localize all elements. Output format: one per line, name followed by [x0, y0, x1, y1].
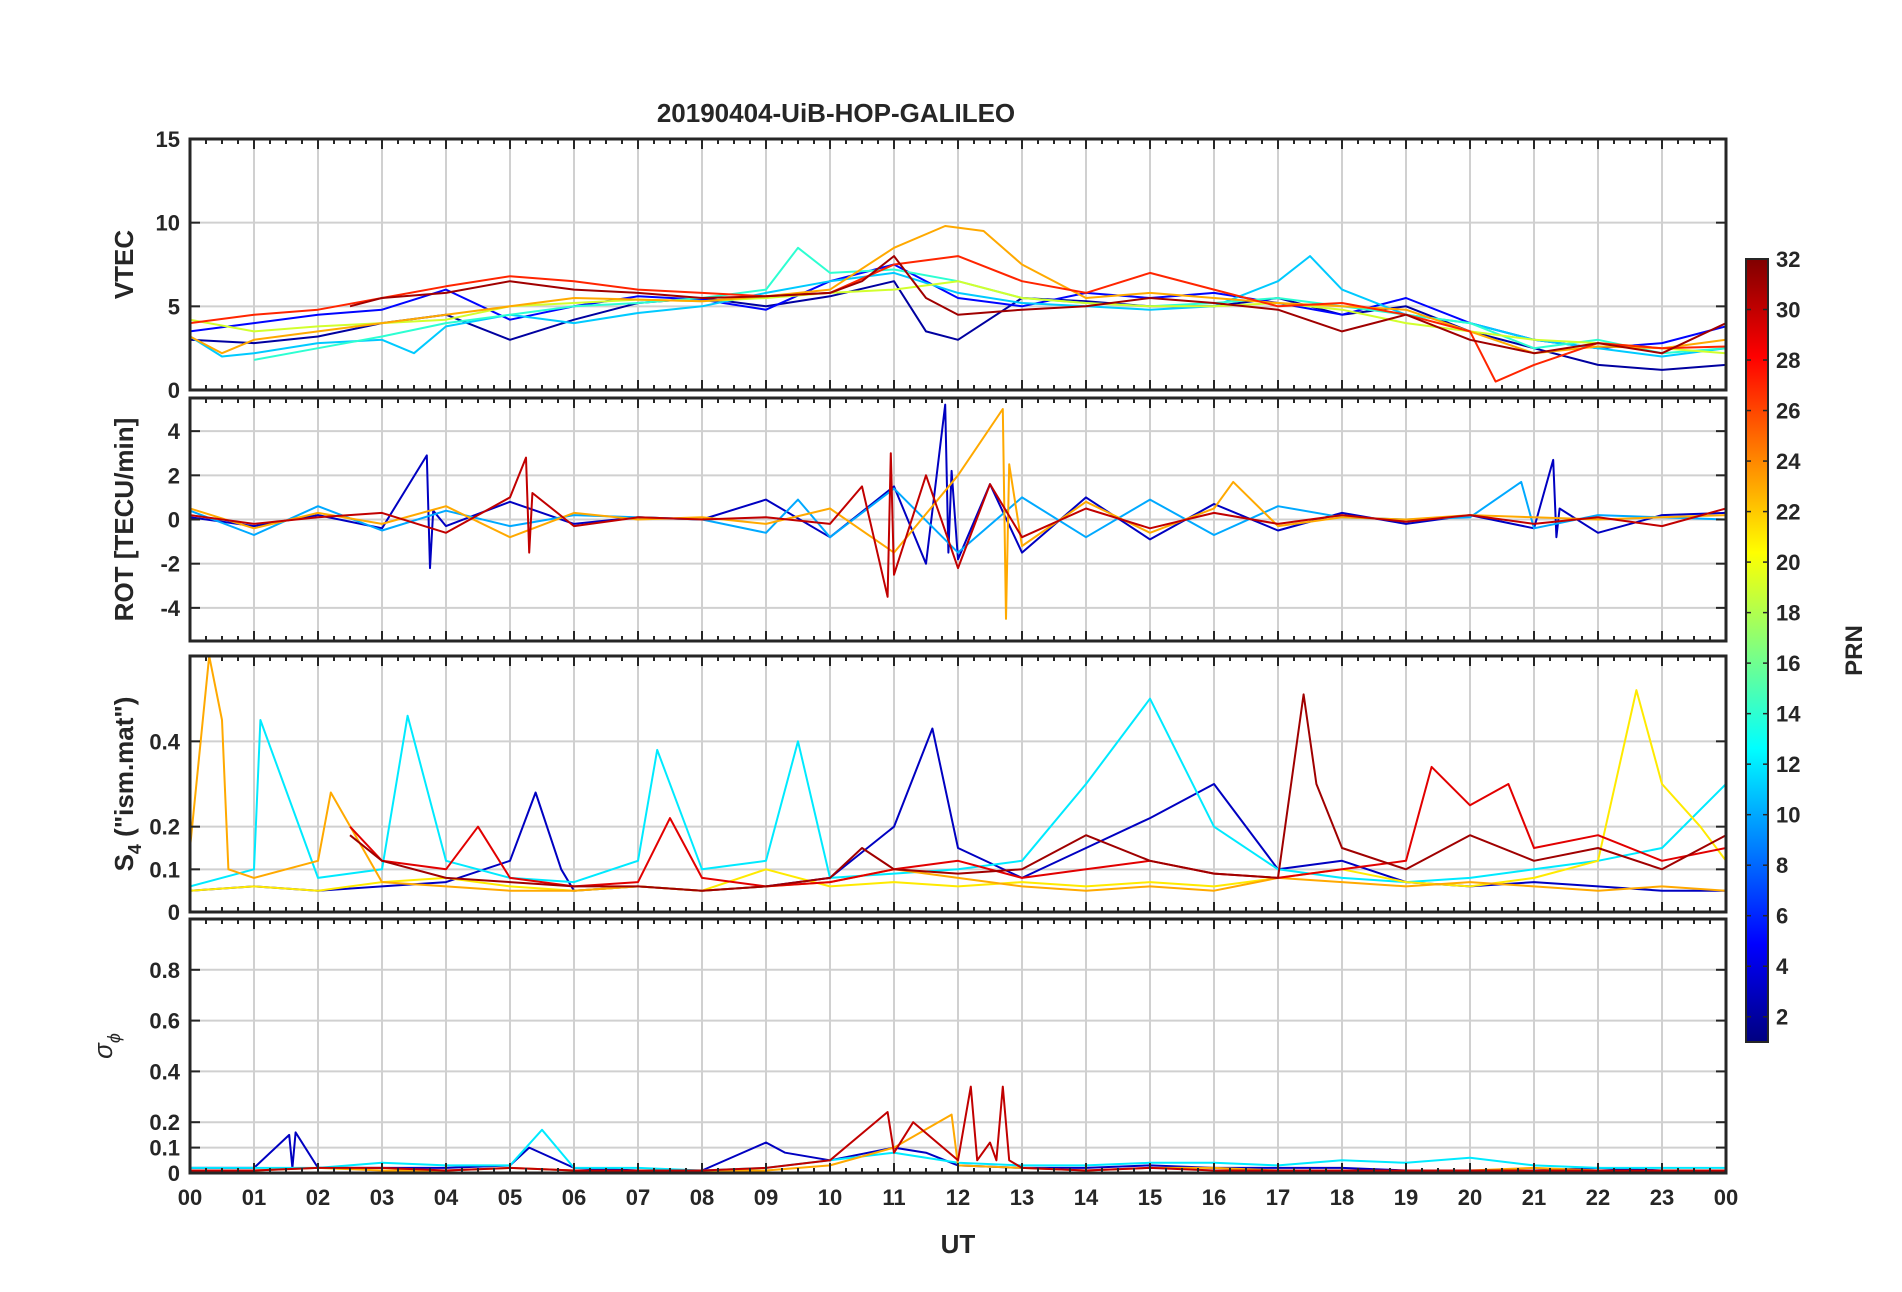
colorbar-tick-label: 16: [1776, 651, 1800, 676]
x-tick-label: 22: [1586, 1185, 1610, 1210]
y-tick-label: 15: [156, 127, 180, 152]
y-tick-label: 0.2: [149, 815, 180, 840]
series-line-prn-29: [349, 765, 1726, 888]
series-line-prn-30: [190, 452, 1726, 598]
y-axis-label: ROT [TECU/min]: [109, 418, 139, 622]
x-axis-label: UT: [941, 1229, 976, 1259]
axes-frame: [188, 396, 1728, 643]
y-axis-label: S4 ("ism.mat"): [109, 697, 145, 872]
x-tick-label: 14: [1074, 1185, 1099, 1210]
axes-frame: [188, 917, 1728, 1175]
axes-frame: [188, 654, 1728, 914]
y-tick-label: 0.6: [149, 1009, 180, 1034]
x-tick-label: 19: [1394, 1185, 1418, 1210]
x-tick-label: 04: [434, 1185, 459, 1210]
y-tick-label: 0.2: [149, 1110, 180, 1135]
x-tick-label: 12: [946, 1185, 970, 1210]
chart-title: 20190404-UiB-HOP-GALILEO: [657, 98, 1015, 128]
y-tick-label: 0.4: [149, 1059, 180, 1084]
panel-2: -4 -2 0 2 4 ROT [TECU/min]: [109, 396, 1728, 643]
series-line-prn-23: [190, 408, 1726, 620]
series-group: [190, 225, 1726, 383]
colorbar-tick-label: 12: [1776, 752, 1800, 777]
axes-frame: [188, 137, 1728, 392]
y-tick-label: 0.1: [149, 1136, 180, 1161]
panel-4: 00.10.2 0.4 0.6 0.8 σϕ 00 01 02 03 04 05 06 07 08 09 10…: [88, 917, 1738, 1210]
colorbar-tick-label: 30: [1776, 298, 1800, 323]
y-tick-label: 2: [168, 463, 180, 488]
x-tick-label: 05: [498, 1185, 522, 1210]
colorbar-label: PRN: [1841, 625, 1868, 676]
colorbar-frame: [1745, 258, 1769, 1043]
x-tick-label: 23: [1650, 1185, 1674, 1210]
panel-1: 0 5 10 15 VTEC: [109, 127, 1728, 403]
series-line-prn-27: [190, 255, 1726, 383]
colorbar-tick-label: 10: [1776, 803, 1800, 828]
colorbar-tick-label: 6: [1776, 904, 1788, 929]
y-tick-label: 5: [168, 294, 180, 319]
x-tick-label: 07: [626, 1185, 650, 1210]
x-tick-label: 18: [1330, 1185, 1354, 1210]
series-group: [190, 403, 1726, 620]
x-tick-label: 06: [562, 1185, 586, 1210]
colorbar-tick-label: 8: [1776, 853, 1788, 878]
colorbar-tick-label: 14: [1776, 702, 1801, 727]
x-tick-label: 10: [818, 1185, 842, 1210]
x-tick-label: 15: [1138, 1185, 1162, 1210]
y-tick-label: 4: [168, 419, 181, 444]
colorbar-tick-label: 26: [1776, 399, 1800, 424]
x-tick-label: 02: [306, 1185, 330, 1210]
y-tick-label: 0.1: [149, 857, 180, 882]
colorbar-gradient: [1746, 259, 1768, 1042]
series-line-prn-30: [190, 1085, 1726, 1172]
y-tick-label: -2: [160, 552, 180, 577]
y-axis-label: VTEC: [109, 230, 139, 300]
colorbar-tick-label: 4: [1776, 954, 1789, 979]
x-tick-label: 08: [690, 1185, 714, 1210]
y-tick-label: 10: [156, 211, 180, 236]
colorbar-tick-label: 28: [1776, 348, 1800, 373]
x-tick-label: 21: [1522, 1185, 1546, 1210]
colorbar-tick-label: 2: [1776, 1005, 1788, 1030]
y-axis-label: σϕ: [88, 1033, 124, 1059]
colorbar-tick-label: 22: [1776, 500, 1800, 525]
x-tick-label: 00: [1714, 1185, 1738, 1210]
x-tick-label: 09: [754, 1185, 778, 1210]
y-tick-label: 0: [168, 900, 180, 925]
colorbar-tick-label: 24: [1776, 449, 1801, 474]
x-tick-label: 16: [1202, 1185, 1226, 1210]
y-tick-label: 0.8: [149, 958, 180, 983]
y-tick-label: 0: [168, 378, 180, 403]
x-tick-label: 20: [1458, 1185, 1482, 1210]
y-tick-label: 0: [168, 1161, 180, 1186]
y-tick-label: 0: [168, 508, 180, 533]
colorbar-tick-label: 18: [1776, 601, 1800, 626]
series-line-prn-12: [190, 1128, 1726, 1172]
series-group: [190, 656, 1726, 892]
y-tick-label: -4: [160, 596, 180, 621]
series-line-prn-31: [349, 693, 1726, 892]
x-tick-label: 00: [178, 1185, 202, 1210]
colorbar-tick-label: 32: [1776, 247, 1800, 272]
series-line-prn-23: [190, 225, 1726, 355]
x-tick-label: 11: [882, 1185, 905, 1210]
series-line-prn-21: [190, 689, 1726, 892]
x-tick-label: 01: [242, 1185, 266, 1210]
series-line-prn-31: [349, 255, 1726, 355]
x-tick-label: 17: [1266, 1185, 1290, 1210]
panel-3: 0 0.1 0.2 0.4S4 ("ism.mat"): [109, 654, 1728, 925]
x-tick-label: 13: [1010, 1185, 1034, 1210]
y-tick-label: 0.4: [149, 729, 180, 754]
colorbar-tick-label: 20: [1776, 550, 1800, 575]
x-tick-label: 03: [370, 1185, 394, 1210]
